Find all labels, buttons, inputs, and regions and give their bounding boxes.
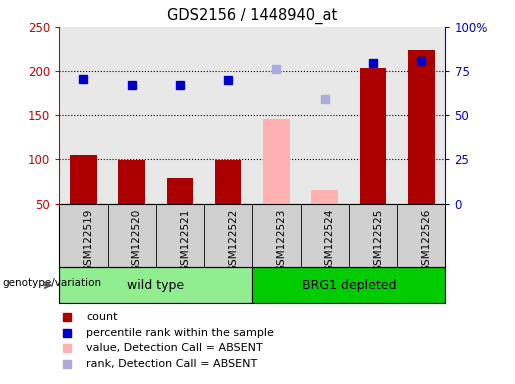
Text: GSM122519: GSM122519 — [83, 209, 93, 272]
Text: rank, Detection Call = ABSENT: rank, Detection Call = ABSENT — [87, 359, 258, 369]
Bar — [252, 267, 445, 303]
Text: GSM122522: GSM122522 — [228, 209, 238, 272]
Text: percentile rank within the sample: percentile rank within the sample — [87, 328, 274, 338]
Text: wild type: wild type — [127, 279, 184, 291]
Bar — [312, 190, 338, 204]
Text: value, Detection Call = ABSENT: value, Detection Call = ABSENT — [87, 343, 263, 353]
Text: GSM122523: GSM122523 — [277, 209, 286, 272]
Bar — [215, 160, 242, 204]
Text: GSM122520: GSM122520 — [132, 209, 142, 272]
Bar — [167, 178, 193, 204]
Bar — [408, 50, 435, 204]
Title: GDS2156 / 1448940_at: GDS2156 / 1448940_at — [167, 8, 337, 24]
Text: GSM122524: GSM122524 — [325, 209, 335, 272]
Text: GSM122521: GSM122521 — [180, 209, 190, 272]
Text: count: count — [87, 312, 118, 322]
Text: genotype/variation: genotype/variation — [3, 278, 101, 288]
Bar — [118, 160, 145, 204]
Bar — [59, 267, 252, 303]
Text: GSM122525: GSM122525 — [373, 209, 383, 272]
Bar — [70, 155, 97, 204]
Text: BRG1 depleted: BRG1 depleted — [302, 279, 396, 291]
Bar — [360, 68, 386, 204]
Text: GSM122526: GSM122526 — [421, 209, 432, 272]
Bar — [263, 119, 290, 204]
